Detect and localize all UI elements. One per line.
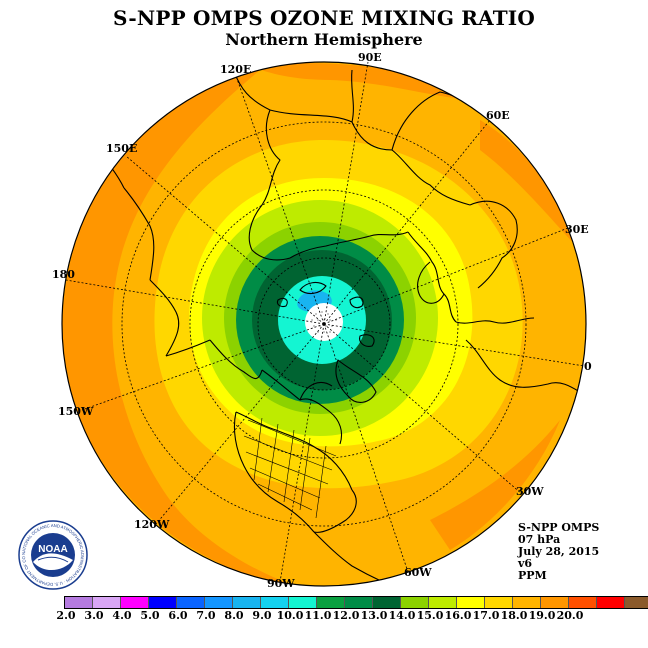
colorbar-segment — [569, 597, 597, 608]
lon-label: 0 — [584, 360, 592, 373]
colorbar-segment — [149, 597, 177, 608]
colorbar-segment — [541, 597, 569, 608]
lon-label: 120W — [134, 518, 170, 531]
colorbar-tick-label: 4.0 — [112, 609, 132, 622]
colorbar-segment — [513, 597, 541, 608]
colorbar-segment — [65, 597, 93, 608]
noaa-logo: NOAA NATIONAL OCEANIC AND ATMOSPHERIC AD… — [18, 520, 88, 590]
colorbar-tick-label: 12.0 — [332, 609, 360, 622]
colorbar-tick-label: 18.0 — [500, 609, 528, 622]
lon-label: 150E — [106, 142, 137, 155]
lon-label: 90W — [267, 577, 295, 590]
colorbar-segment — [233, 597, 261, 608]
info-version: v6 — [518, 557, 533, 570]
map-boundary — [61, 61, 587, 587]
colorbar-segment — [345, 597, 373, 608]
colorbar-segment — [261, 597, 289, 608]
colorbar-segment — [485, 597, 513, 608]
colorbar-tick-label: 16.0 — [444, 609, 472, 622]
pole-stipple — [311, 311, 337, 333]
colorbar-tick-label: 14.0 — [388, 609, 416, 622]
colorbar-segment — [177, 597, 205, 608]
band-17-18-pacific — [62, 70, 300, 586]
colorbar — [64, 596, 648, 609]
colorbar-tick-label: 3.0 — [84, 609, 104, 622]
band-17-18-south — [430, 420, 560, 550]
graticule — [65, 61, 585, 583]
state-boundaries — [243, 417, 337, 519]
chart-subtitle: Northern Hemisphere — [225, 30, 423, 49]
chart-title: S-NPP OMPS OZONE MIXING RATIO — [113, 6, 535, 30]
lon-label: 150W — [58, 405, 94, 418]
lon-label: 120E — [220, 63, 251, 76]
lon-label: 180 — [52, 268, 75, 281]
lon-label: 90E — [358, 51, 382, 64]
colorbar-tick-label: 15.0 — [416, 609, 444, 622]
colorbar-tick-label: 7.0 — [196, 609, 216, 622]
lon-label: 30E — [565, 223, 589, 236]
colorbar-tick-label: 2.0 — [56, 609, 76, 622]
colorbar-tick-label: 10.0 — [276, 609, 304, 622]
colorbar-tick-label: 19.0 — [528, 609, 556, 622]
colorbar-segment — [289, 597, 317, 608]
info-instrument: S-NPP OMPS — [518, 521, 600, 534]
colorbar-segment — [93, 597, 121, 608]
colorbar-segment — [373, 597, 401, 608]
colorbar-segment — [401, 597, 429, 608]
colorbar-tick-label: 9.0 — [252, 609, 272, 622]
lon-label: 30W — [516, 485, 544, 498]
info-block: S-NPP OMPS 07 hPa July 28, 2015 v6 PPM — [518, 522, 599, 582]
lon-label: 60E — [486, 109, 510, 122]
lon-label: 60W — [404, 566, 432, 579]
info-units: PPM — [518, 569, 547, 582]
coastlines — [95, 65, 581, 586]
info-date: July 28, 2015 — [518, 545, 600, 558]
band-17-18-east — [480, 120, 580, 250]
colorbar-segment — [429, 597, 457, 608]
colorbar-tick-label: 5.0 — [140, 609, 160, 622]
colorbar-ticks: 2.0 3.0 4.0 5.0 6.0 7.0 8.0 9.0 10.0 11.0 12.0 13.0… — [0, 609, 648, 623]
colorbar-tick-label: 20.0 — [556, 609, 584, 622]
colorbar-tick-label: 11.0 — [304, 609, 332, 622]
colorbar-segment — [457, 597, 485, 608]
info-level: 07 hPa — [518, 533, 561, 546]
colorbar-tick-label: 17.0 — [472, 609, 500, 622]
noaa-logo-text: NOAA — [38, 544, 67, 555]
colorbar-segment — [205, 597, 233, 608]
longitude-labels: 90E 60E 30E 0 30W 60W 90W 120W 150W 180 … — [52, 51, 592, 590]
colorbar-segment — [597, 597, 625, 608]
colorbar-tick-label: 13.0 — [360, 609, 388, 622]
colorbar-segment — [625, 597, 648, 608]
colorbar-segment — [317, 597, 345, 608]
colorbar-segment — [121, 597, 149, 608]
colorbar-tick-label: 8.0 — [224, 609, 244, 622]
colorbar-tick-label: 6.0 — [168, 609, 188, 622]
